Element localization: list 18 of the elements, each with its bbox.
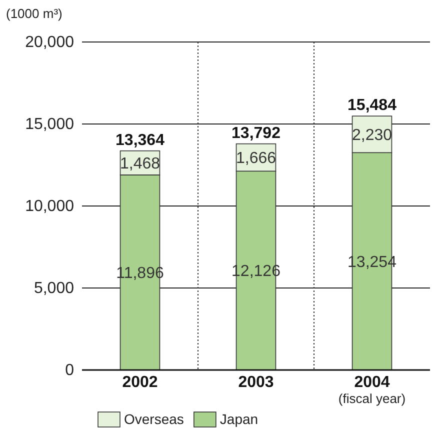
- y-tick-label: 0: [65, 362, 74, 380]
- data-label: 1,468: [120, 155, 160, 172]
- total-label: 13,364: [116, 132, 165, 149]
- total-label: 13,792: [232, 124, 281, 142]
- x-axis-title: (fiscal year): [338, 391, 406, 406]
- total-label: 15,484: [348, 97, 397, 114]
- y-tick-label: 5,000: [34, 280, 74, 298]
- y-tick-label: 20,000: [25, 34, 74, 52]
- x-tick-label: 2004: [354, 374, 390, 391]
- x-tick-label: 2002: [122, 374, 158, 391]
- y-axis-title: (1000 m³): [6, 6, 62, 21]
- y-tick-label: 10,000: [25, 198, 74, 216]
- data-label: 1,666: [236, 150, 276, 168]
- y-tick-label: 15,000: [25, 116, 74, 134]
- legend-label: Overseas: [124, 411, 184, 427]
- x-tick-label: 2003: [238, 374, 274, 391]
- legend-label: Japan: [220, 411, 258, 427]
- data-label: 2,230: [352, 126, 392, 144]
